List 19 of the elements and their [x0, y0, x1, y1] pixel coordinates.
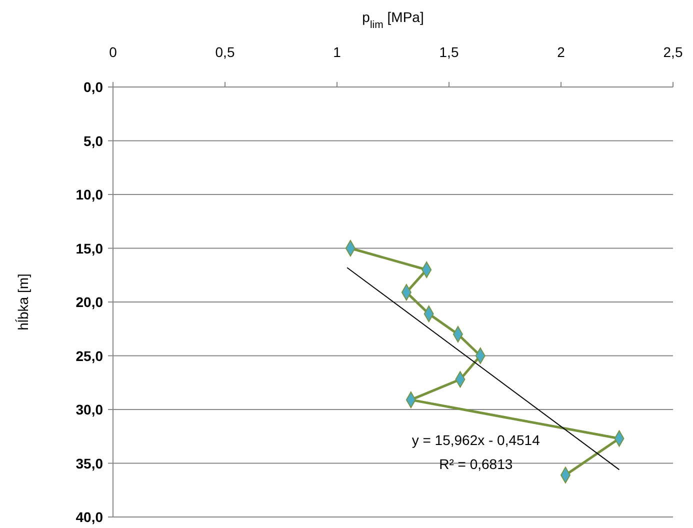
y-tick-label: 10,0 — [76, 186, 104, 202]
y-axis-title: hĺbka [m] — [15, 274, 31, 330]
x-axis-title: p$_{lim}$ [MPa] — [362, 9, 424, 31]
y-tick-label: 25,0 — [76, 348, 104, 364]
annotation: R² = 0,6813 — [439, 456, 513, 472]
y-tick-label: 30,0 — [76, 402, 104, 418]
y-tick-label: 5,0 — [84, 132, 104, 149]
y-tick-label: 35,0 — [76, 455, 104, 472]
x-tick-label: 1 — [333, 44, 342, 60]
y-tick-label: 15,0 — [76, 240, 104, 256]
y-tick-label: 0,0 — [84, 79, 104, 95]
annotation: y = 15,962x - 0,4514 — [412, 432, 540, 448]
x-tick-label: 2,5 — [663, 44, 683, 60]
x-tick-label: 0 — [109, 44, 118, 60]
x-tick-label: 0,5 — [215, 44, 235, 60]
x-tick-label: 1,5 — [439, 44, 459, 60]
y-tick-label: 40,0 — [76, 509, 104, 525]
x-tick-label: 2 — [557, 44, 566, 60]
y-tick-label: 20,0 — [76, 294, 104, 310]
